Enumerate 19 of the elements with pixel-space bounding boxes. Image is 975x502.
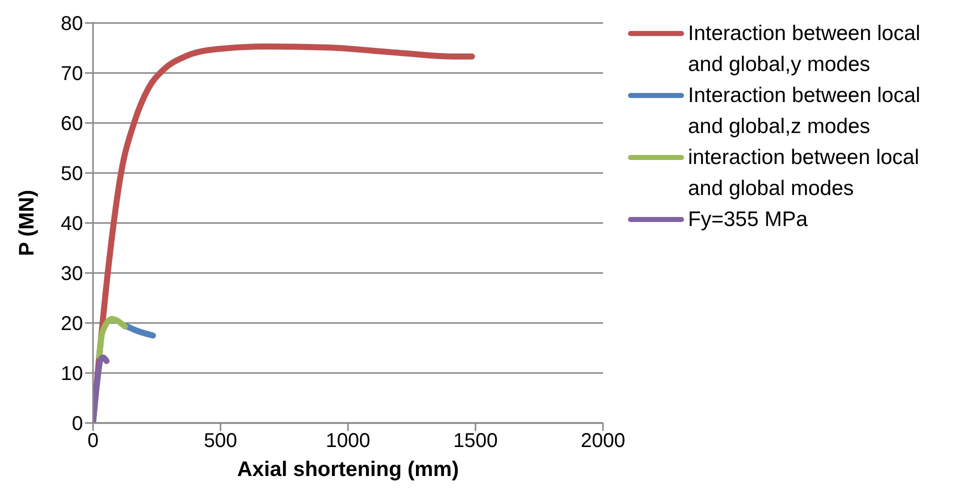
y-tick-label: 0 bbox=[72, 413, 83, 436]
y-tick-label: 30 bbox=[60, 263, 83, 286]
y-axis-title: P (MN) bbox=[15, 190, 38, 256]
legend-label: Fy=355 MPa bbox=[688, 207, 808, 233]
legend-label: interaction between local and global modes bbox=[688, 145, 920, 202]
y-tick-label: 10 bbox=[60, 363, 83, 386]
y-tick-label: 20 bbox=[60, 313, 83, 336]
legend-label: Interaction between local and global,y modes bbox=[688, 21, 922, 78]
x-axis-title: Axial shortening (mm) bbox=[237, 458, 459, 481]
y-tick-label: 70 bbox=[60, 63, 83, 86]
x-tick-label: 500 bbox=[204, 430, 238, 452]
y-tick-label: 40 bbox=[60, 213, 83, 236]
x-tick-label: 1500 bbox=[453, 430, 498, 452]
y-tick-label: 80 bbox=[60, 13, 83, 36]
x-tick-label: 2000 bbox=[580, 430, 626, 452]
y-tick-label: 50 bbox=[60, 163, 83, 186]
x-tick-label: 1000 bbox=[326, 430, 370, 452]
y-tick-label: 60 bbox=[60, 113, 83, 136]
x-tick-label: 0 bbox=[87, 430, 99, 452]
